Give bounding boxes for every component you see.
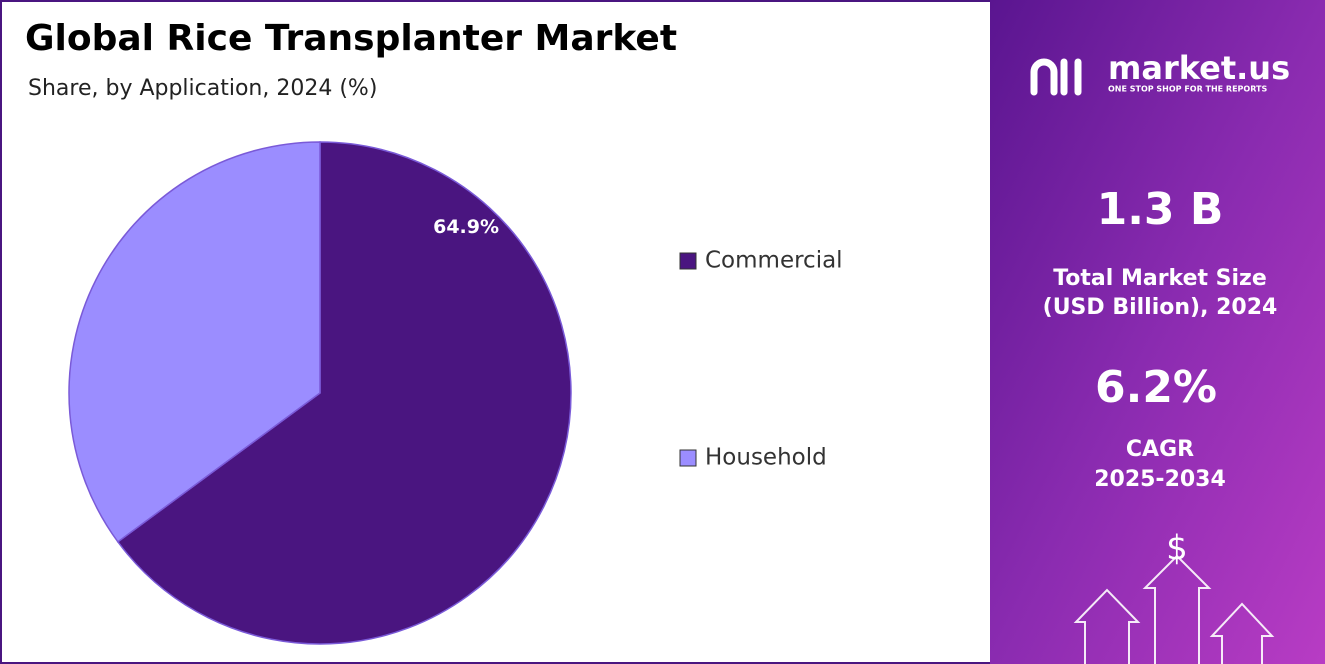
cagr: 6.2% <box>1095 362 1217 413</box>
arrows <box>1073 554 1275 664</box>
legend-label: Household <box>705 445 827 471</box>
pie-slice <box>68 141 321 543</box>
chart-title: Global Rice Transplanter Market <box>25 18 677 59</box>
cagr-label: 2025-2034 <box>1094 467 1226 492</box>
legend-swatch <box>679 252 697 270</box>
side-panel <box>990 0 1325 664</box>
legend-label: Commercial <box>705 248 843 274</box>
chart-subtitle: Share, by Application, 2024 (%) <box>28 76 377 101</box>
market-size-label: (USD Billion), 2024 <box>1043 295 1278 320</box>
legend: Commercial Household <box>679 248 843 471</box>
legend-swatch <box>679 449 697 467</box>
logo-tagline: ONE STOP SHOP FOR THE REPORTS <box>1108 85 1267 94</box>
pie-slice <box>116 141 572 645</box>
market-size: 1.3 B <box>1097 184 1224 235</box>
data-label: 64.9% <box>433 216 499 238</box>
cagr-label: CAGR <box>1126 437 1194 462</box>
pie: 64.9% <box>68 141 572 645</box>
logo-icon <box>1030 58 1082 96</box>
dollar-icon: $ <box>1166 529 1188 569</box>
logo-text: market.us <box>1108 49 1290 87</box>
market-size-label: Total Market Size <box>1053 266 1267 291</box>
